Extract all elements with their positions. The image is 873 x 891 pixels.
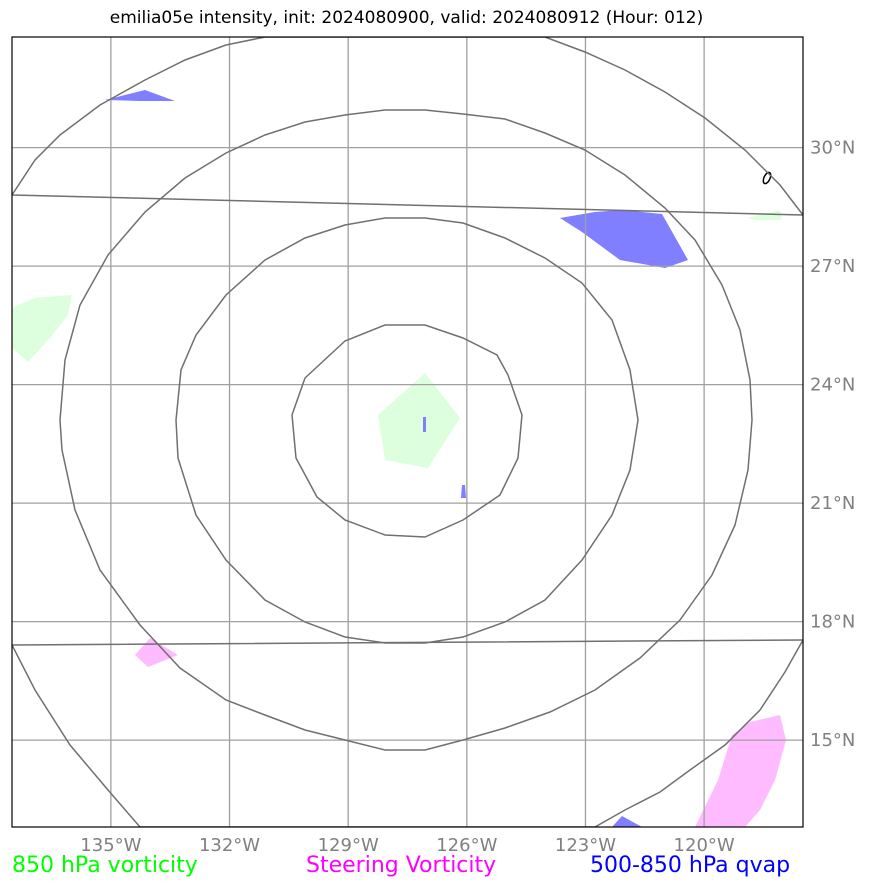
qvap-region — [612, 816, 642, 827]
longitude-tick-label: 120°W — [674, 835, 735, 856]
range-ring — [12, 639, 803, 827]
latitude-tick-label: 30°N — [810, 138, 855, 159]
vorticity-850-region — [378, 373, 460, 468]
contour-marker — [762, 171, 772, 185]
qvap-region — [105, 90, 175, 101]
gridlines — [12, 37, 803, 827]
legend-qvap: 500-850 hPa qvap — [590, 853, 791, 878]
qvap-region — [423, 417, 426, 432]
range-ring — [59, 109, 753, 751]
qvap-region — [461, 485, 466, 498]
longitude-tick-label: 126°W — [436, 835, 497, 856]
longitude-labels: 135°W 132°W 129°W 126°W 123°W 120°W — [80, 835, 735, 856]
longitude-tick-label: 132°W — [199, 835, 260, 856]
steering-vorticity-region — [695, 715, 786, 827]
plot-frame — [11, 36, 804, 828]
range-ring — [12, 37, 803, 216]
longitude-tick-label: 123°W — [555, 835, 616, 856]
latitude-tick-label: 21°N — [810, 493, 855, 514]
latitude-tick-label: 15°N — [810, 730, 855, 751]
qvap-region — [560, 210, 688, 268]
map-title: emilia05e intensity, init: 2024080900, v… — [109, 8, 704, 28]
latitude-tick-label: 24°N — [810, 375, 855, 396]
vorticity-850-region — [747, 210, 782, 220]
range-ring — [291, 324, 523, 538]
latitude-tick-label: 27°N — [810, 256, 855, 277]
latitude-tick-label: 18°N — [810, 612, 855, 633]
range-rings — [12, 37, 803, 827]
longitude-tick-label: 135°W — [80, 835, 141, 856]
longitude-tick-label: 129°W — [318, 835, 379, 856]
legend-steering-vorticity: Steering Vorticity — [306, 853, 497, 878]
vorticity-850-region — [12, 295, 72, 362]
steering-vorticity-region — [135, 638, 178, 667]
latitude-labels: 30°N 27°N 24°N 21°N 18°N 15°N — [810, 138, 855, 751]
legend-850-vorticity: 850 hPa vorticity — [12, 853, 198, 878]
